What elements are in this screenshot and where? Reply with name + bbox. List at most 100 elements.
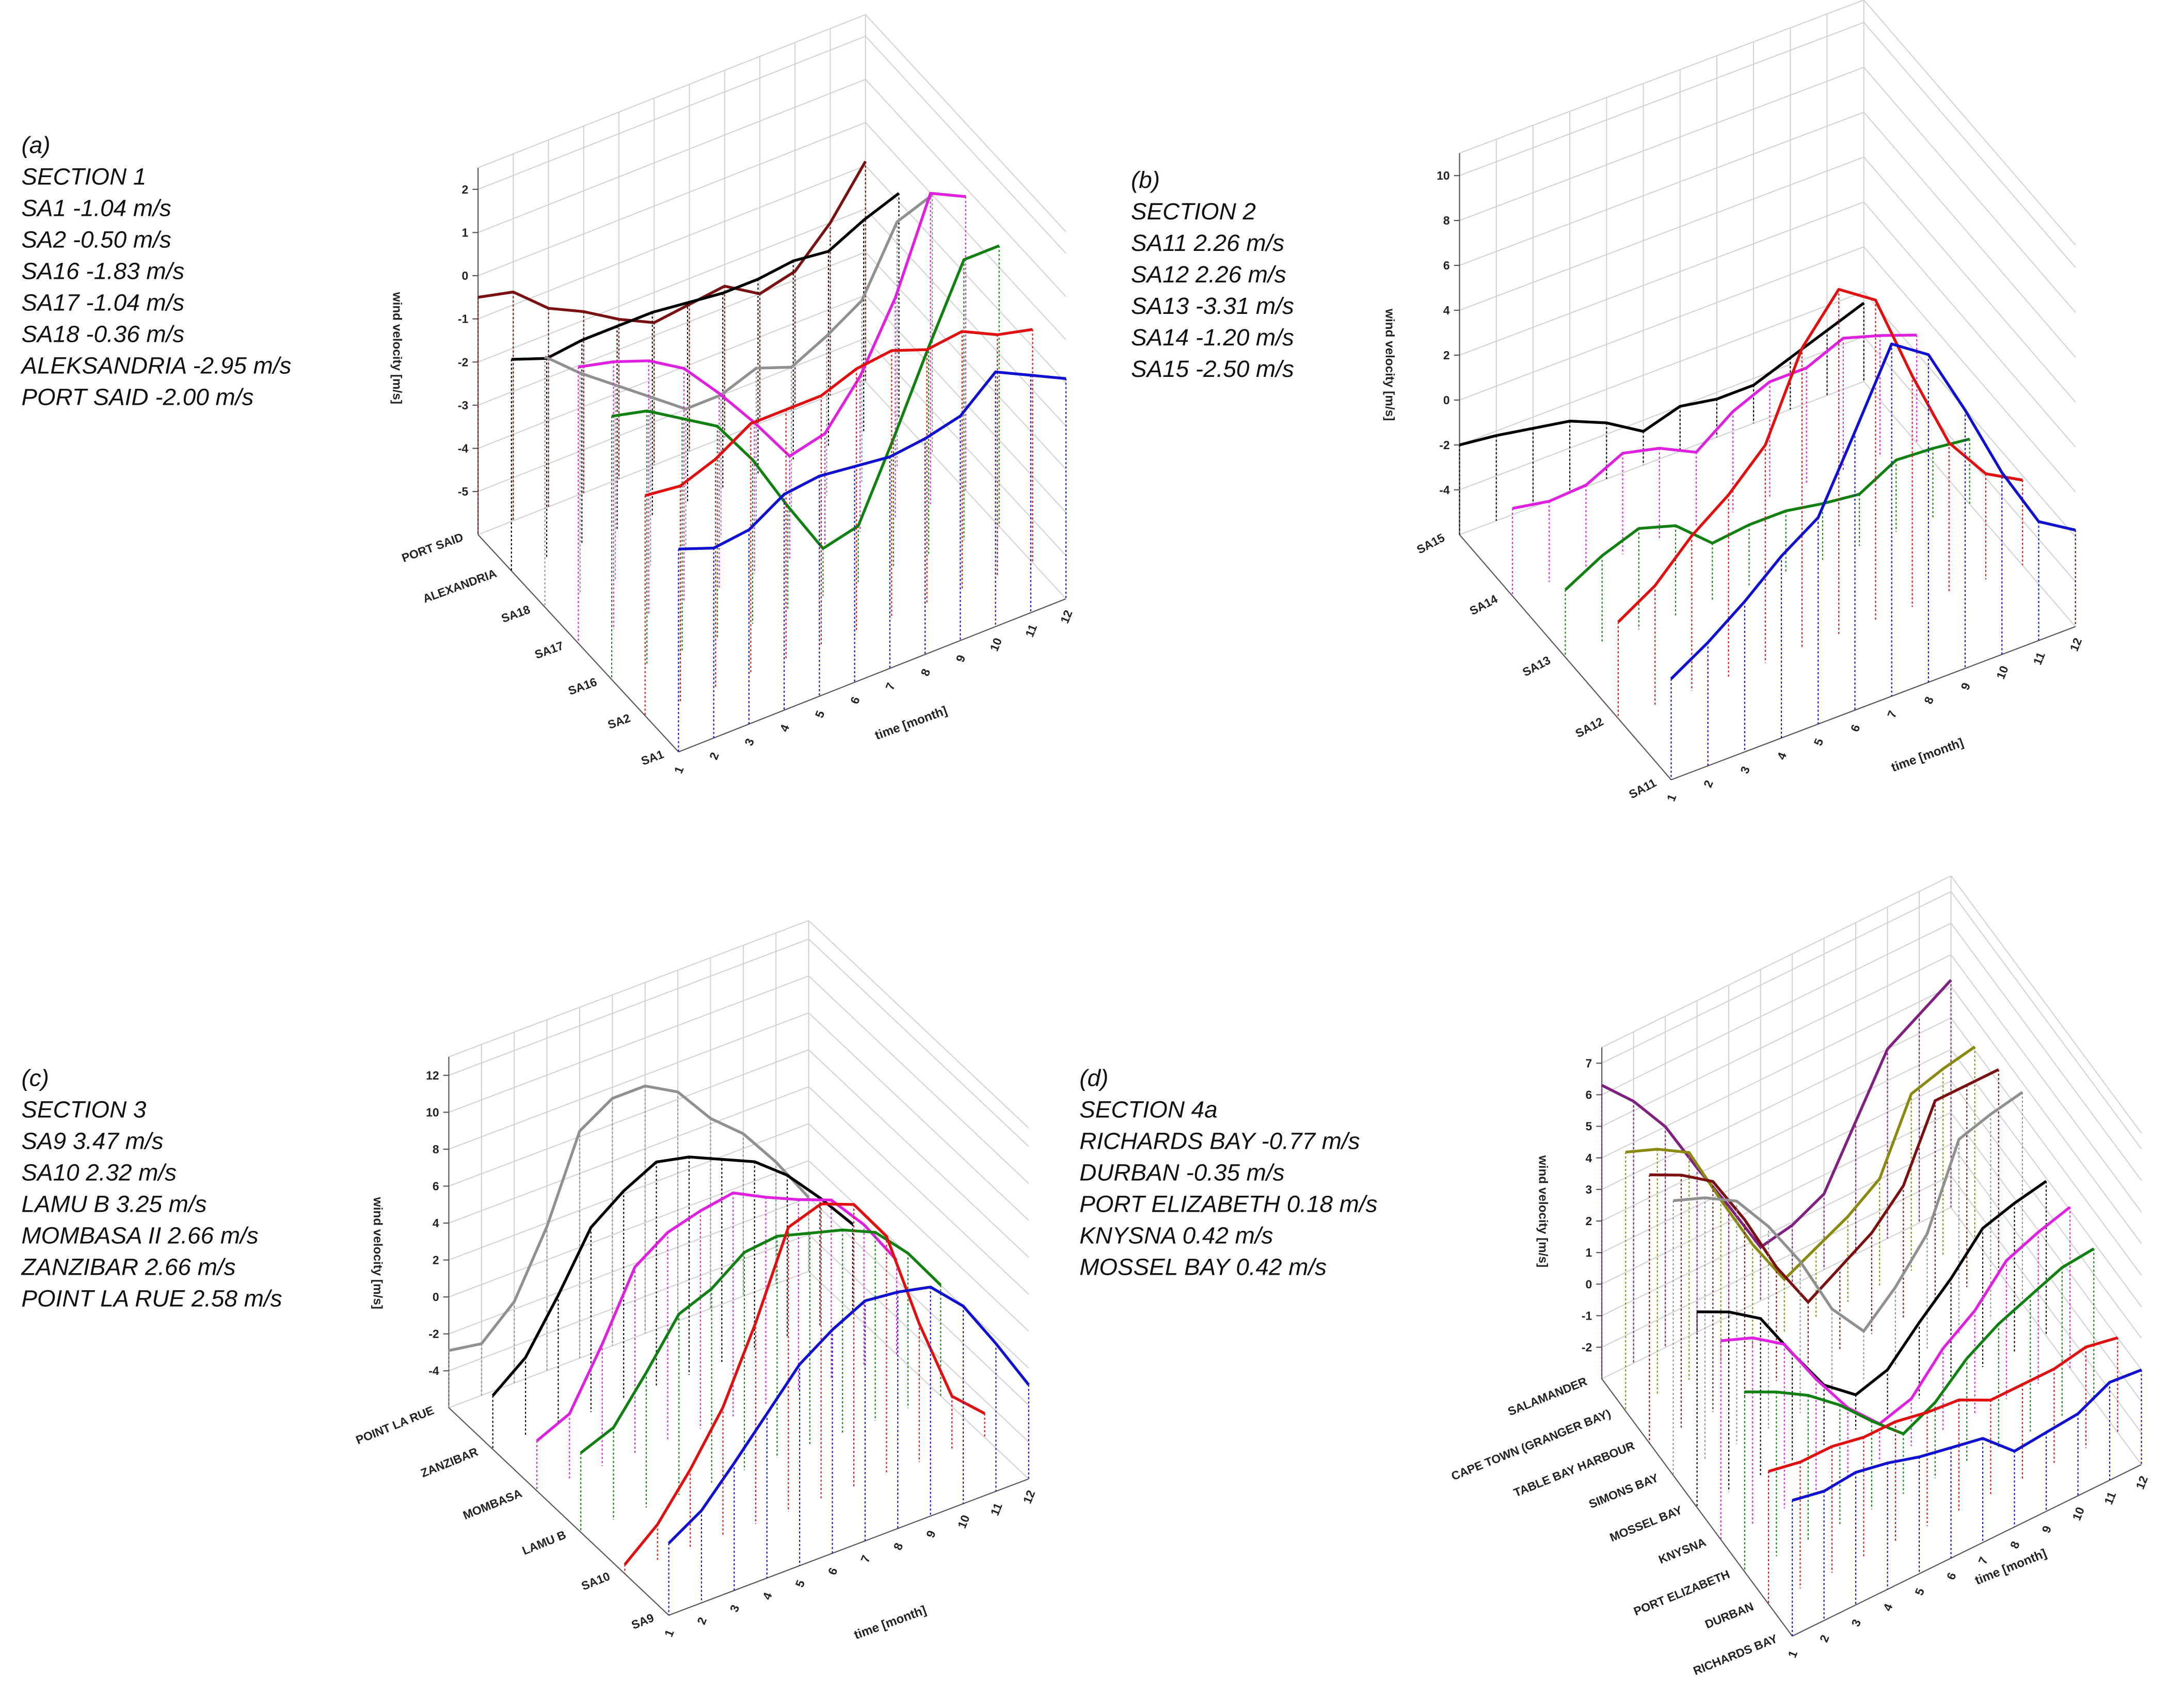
annotation: SA16 -1.83 m/s (21, 258, 184, 284)
grid-line (1950, 1081, 2142, 1339)
grid-line (449, 975, 809, 1113)
series-line (1512, 334, 1917, 510)
grid-line (1863, 291, 2076, 537)
grid-line (1950, 954, 2142, 1213)
series-line (511, 192, 900, 361)
grid-line (1863, 112, 2076, 358)
x-tick-label: 10 (987, 636, 1005, 653)
annotation: PORT ELIZABETH 0.18 m/s (1079, 1191, 1377, 1217)
grid-line (1601, 986, 1951, 1159)
series-line (645, 328, 1033, 497)
box-edge (1601, 1378, 1793, 1637)
grid-line (1601, 1080, 1951, 1253)
series-label: MOMBASA (461, 1486, 524, 1522)
grid-line (1950, 1049, 2142, 1307)
grid-line (1863, 156, 2076, 403)
box-edge (448, 1407, 669, 1616)
series-label: SA1 (639, 747, 665, 768)
x-tick-label: 9 (923, 1529, 938, 1540)
grid-line (865, 79, 1066, 297)
x-tick-label: 8 (2007, 1539, 2022, 1550)
annotation: SA2 -0.50 m/s (21, 227, 171, 253)
chart-panel: -4-20246810123456789101112SA11SA12SA13SA… (1131, 0, 2084, 803)
grid-line (477, 122, 866, 276)
grid-line (477, 294, 866, 449)
box-edge (449, 1271, 809, 1408)
series-label: SA9 (629, 1611, 656, 1632)
y-tick-label: -4 (458, 442, 469, 455)
y-tick-label: 2 (461, 183, 468, 196)
grid-line (1601, 1112, 1951, 1285)
annotation: ZANZIBAR 2.66 m/s (21, 1254, 235, 1280)
y-tick-label: 2 (1586, 1214, 1592, 1228)
y-tick-label: 6 (1586, 1088, 1592, 1102)
x-tick-label: 3 (1737, 764, 1752, 775)
grid-line (865, 36, 1066, 254)
annotation: POINT LA RUE 2.58 m/s (21, 1285, 282, 1311)
x-tick-label: 2 (1701, 778, 1716, 789)
series-label: RICHARDS BAY (1691, 1631, 1779, 1677)
series-label: POINT LA RUE (354, 1403, 436, 1447)
annotation: (d) (1079, 1065, 1108, 1091)
y-tick-label: 2 (433, 1254, 439, 1267)
grid-line (1459, 67, 1864, 221)
x-axis-label: time [month] (852, 1603, 928, 1642)
grid-line (1459, 112, 1864, 266)
series-label: SA18 (500, 603, 532, 625)
x-tick-label: 10 (2069, 1505, 2087, 1522)
annotation: SA9 3.47 m/s (21, 1128, 163, 1154)
grid-line (1950, 891, 2142, 1149)
annotation: KNYSNA 0.42 m/s (1079, 1222, 1273, 1248)
grid-line (1601, 1049, 1951, 1222)
x-tick-label: 6 (1848, 722, 1863, 734)
y-tick-label: 0 (433, 1290, 439, 1304)
x-tick-label: 2 (1817, 1633, 1832, 1644)
series-line (491, 1155, 854, 1397)
grid-line (1863, 201, 2076, 448)
x-axis-label: time [month] (1889, 736, 1965, 775)
grid-line (1601, 923, 1951, 1096)
grid-line (1459, 22, 1864, 177)
grid-line (1459, 156, 1864, 311)
y-tick-label: 5 (1586, 1120, 1592, 1133)
grid-line (449, 1197, 809, 1335)
y-tick-label: 8 (433, 1143, 439, 1156)
series-label: SA17 (533, 639, 565, 661)
series-label: PORT ELIZABETH (1632, 1567, 1732, 1618)
annotation: SECTION 4a (1079, 1097, 1217, 1123)
series-line (624, 1202, 985, 1566)
y-tick-label: -3 (458, 399, 468, 412)
grid-line (1459, 291, 1864, 446)
series-label: CAPE TOWN (GRANGER BAY) (1449, 1406, 1613, 1483)
x-tick-label: 9 (1958, 681, 1973, 692)
annotation: SA15 -2.50 m/s (1131, 356, 1294, 382)
series-line (578, 192, 966, 458)
series-label: SALAMANDER (1506, 1374, 1589, 1418)
grid-line (477, 78, 866, 233)
chart-panel: -5-4-3-2-1012123456789101112SA1SA2SA16SA… (20, 14, 1075, 775)
grid-line (449, 1086, 809, 1224)
x-tick-label: 2 (707, 750, 722, 762)
box-edge (449, 920, 809, 1057)
annotation: LAMU B 3.25 m/s (21, 1191, 206, 1217)
x-tick-label: 1 (1664, 792, 1679, 803)
y-tick-label: -2 (428, 1327, 439, 1341)
grid-line (477, 251, 866, 406)
y-tick-label: 12 (426, 1069, 439, 1082)
annotation: (b) (1131, 167, 1160, 193)
x-tick-label: 11 (1023, 622, 1040, 639)
y-tick-label: -4 (428, 1364, 439, 1377)
series-line (1617, 288, 2023, 623)
x-tick-label: 6 (825, 1566, 840, 1577)
grid-line (808, 939, 1029, 1147)
grid-line (449, 1160, 809, 1297)
x-tick-label: 8 (890, 1541, 905, 1552)
grid-line (1950, 986, 2142, 1244)
box-edge (1601, 875, 1951, 1048)
y-tick-label: 1 (461, 226, 468, 239)
grid-line (1601, 1017, 1951, 1190)
y-tick-label: 2 (1443, 348, 1450, 362)
annotation: SA10 2.32 m/s (21, 1160, 177, 1186)
